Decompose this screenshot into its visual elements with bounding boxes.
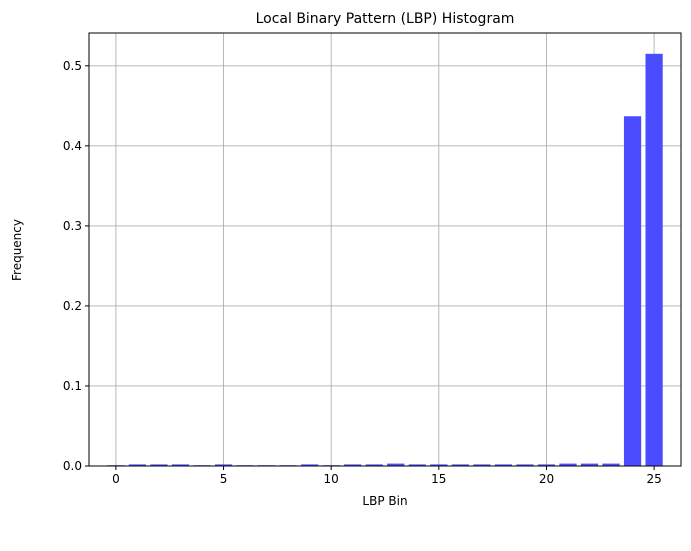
histogram-bar (580, 463, 599, 466)
chart-title: Local Binary Pattern (LBP) Histogram (256, 11, 515, 27)
bars-layer (107, 53, 663, 467)
grid-layer (89, 33, 681, 467)
x-tick-label: 0 (112, 472, 120, 486)
histogram-bar (537, 464, 556, 466)
histogram-bar (516, 464, 534, 466)
histogram-bar (301, 464, 319, 466)
ticks-layer: 0 5 10 15 20 25 0.0 0.1 0.2 0.3 0.4 0.5 (63, 59, 662, 486)
histogram-bar (430, 464, 448, 466)
plot-frame (88, 32, 682, 467)
y-tick-label: 0.0 (63, 459, 82, 473)
histogram-bar (645, 53, 663, 467)
x-tick-label: 15 (431, 472, 446, 486)
histogram-bar (623, 116, 642, 466)
histogram-bar (150, 464, 168, 466)
histogram-bar (128, 464, 147, 466)
y-tick-label: 0.5 (63, 59, 82, 73)
histogram-bar (214, 464, 233, 466)
histogram-bar (473, 464, 491, 466)
histogram-bar (559, 463, 577, 466)
y-tick-label: 0.3 (63, 219, 82, 233)
x-tick-label: 5 (220, 472, 228, 486)
x-axis-label: LBP Bin (362, 494, 407, 508)
histogram-bar (344, 464, 362, 466)
histogram-bar (387, 463, 405, 466)
x-tick-label: 10 (324, 472, 339, 486)
y-tick-label: 0.2 (63, 299, 82, 313)
y-tick-label: 0.1 (63, 379, 82, 393)
histogram-bar (365, 464, 383, 466)
histogram-bar (408, 464, 426, 466)
y-tick-label: 0.4 (63, 139, 82, 153)
histogram-bar (171, 464, 190, 466)
y-axis-label: Frequency (10, 219, 24, 281)
x-tick-label: 20 (539, 472, 554, 486)
histogram-bar (494, 464, 513, 466)
histogram-bar (451, 464, 469, 466)
x-tick-label: 25 (646, 472, 661, 486)
histogram-bar (602, 463, 620, 466)
